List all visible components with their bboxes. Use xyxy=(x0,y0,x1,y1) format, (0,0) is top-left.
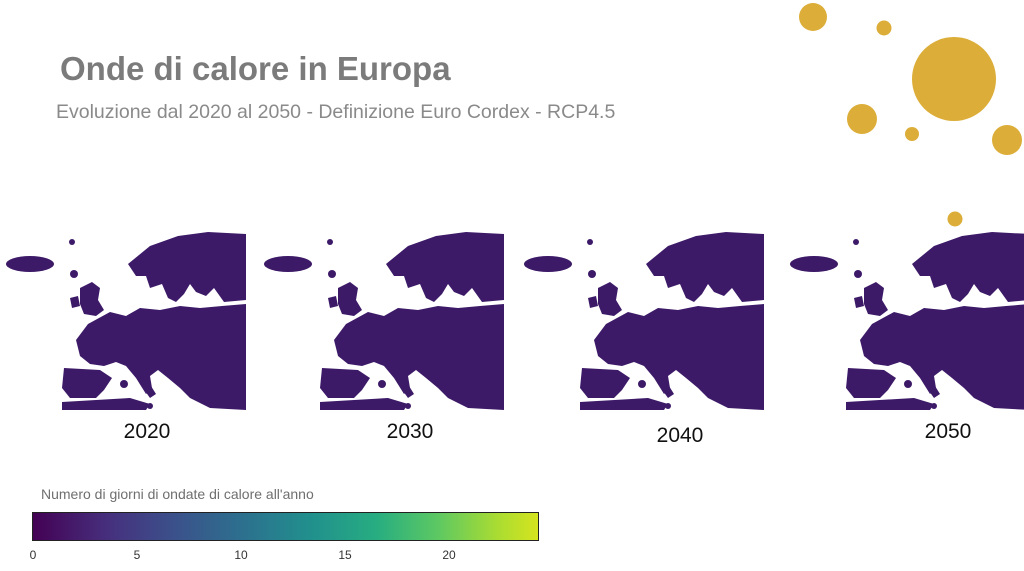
map-2040 xyxy=(518,228,768,410)
colorbar xyxy=(32,512,539,541)
colorbar-tick: 0 xyxy=(29,548,37,562)
colorbar-tick: 20 xyxy=(442,548,456,562)
legend-title: Numero di giorni di ondate di calore all… xyxy=(41,486,314,502)
bubble xyxy=(876,20,892,36)
map-2030 xyxy=(258,228,508,410)
bubble xyxy=(799,3,827,31)
bubble xyxy=(992,125,1022,155)
map-2050 xyxy=(784,228,1024,410)
colorbar-tick: 10 xyxy=(234,548,248,562)
colorbar-tick: 15 xyxy=(338,548,352,562)
bubble xyxy=(912,37,996,121)
year-label-2050: 2050 xyxy=(924,420,972,443)
page-subtitle: Evoluzione dal 2020 al 2050 - Definizion… xyxy=(56,101,616,123)
year-label-2030: 2030 xyxy=(386,420,434,443)
year-label-2040: 2040 xyxy=(656,424,704,447)
bubble xyxy=(847,104,877,134)
page-title: Onde di calore in Europa xyxy=(60,50,451,87)
bubble xyxy=(905,127,919,141)
bubble xyxy=(947,211,963,227)
map-2020 xyxy=(0,228,250,410)
colorbar-tick: 5 xyxy=(133,548,141,562)
year-label-2020: 2020 xyxy=(123,420,171,443)
